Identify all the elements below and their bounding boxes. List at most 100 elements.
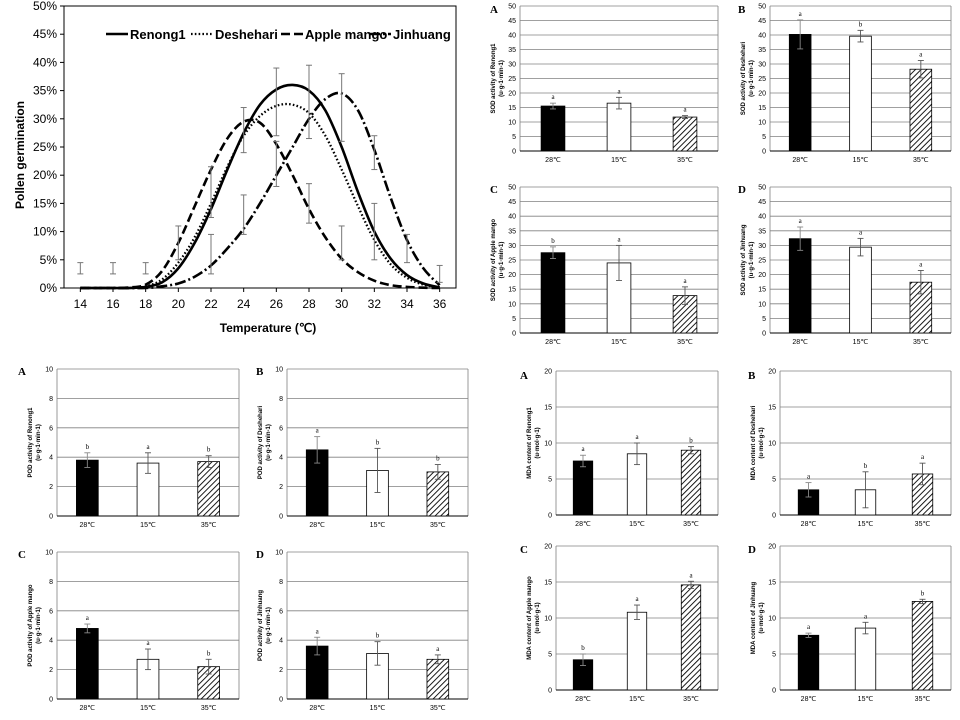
- significance-letter: a: [807, 623, 811, 631]
- bar-sod-a-0: [540, 105, 566, 152]
- y-tick-label: 40: [508, 33, 516, 40]
- y-tick-label: 30: [758, 243, 766, 250]
- x-tick-label: 35℃: [201, 705, 217, 712]
- x-tick-label: 35℃: [913, 157, 929, 164]
- bar-sod-b-0: [788, 34, 812, 152]
- bar-mda-c-1: [626, 611, 648, 691]
- bar-panel-pod-a: 0 2 4 6 8 10 b 28℃ a 15℃ b 35℃ A POD activity of Reno…: [18, 366, 240, 529]
- x-tick-label: 28℃: [309, 522, 325, 529]
- y-tick-label: 15: [508, 105, 516, 112]
- significance-letter: b: [581, 644, 585, 652]
- y-tick-label: 40%: [33, 55, 57, 69]
- y-tick-label: 35: [508, 47, 516, 54]
- y-tick-label: 4: [49, 638, 53, 645]
- y-tick-label: 10: [768, 616, 776, 623]
- x-tick-label: 15℃: [370, 705, 386, 712]
- y-tick-label: 0: [49, 697, 53, 704]
- y-tick-label: 20: [544, 544, 552, 551]
- y-tick-label: 0: [762, 149, 766, 156]
- y-tick-label: 6: [279, 425, 283, 432]
- panel-letter: C: [18, 549, 26, 561]
- bar-sod-a-2: [672, 116, 698, 152]
- y-tick-label: 10: [508, 120, 516, 127]
- y-tick-label: 5: [512, 134, 516, 141]
- significance-letter: a: [689, 571, 693, 579]
- x-axis-title: Temperature (℃): [220, 321, 317, 335]
- x-tick-label: 28℃: [792, 157, 808, 164]
- bar-pod-d-2: [426, 658, 450, 700]
- bar-panel-mda-a: 0 5 10 15 20 a 28℃ a 15℃ b 35℃ A MDA content of Reno…: [520, 369, 719, 528]
- y-tick-label: 20: [508, 272, 516, 279]
- significance-letter: a: [919, 261, 923, 269]
- x-tick-label: 28℃: [80, 705, 96, 712]
- bar-panel-sod-c: 0 5 10 15 20 25 30 35 40 45 50 b 28℃ a 15℃ a 35℃ C SOD act…: [490, 184, 719, 346]
- x-tick-label: 15℃: [858, 696, 874, 703]
- y-tick-label: 20: [508, 91, 516, 98]
- legend-label: Renong1: [130, 27, 186, 42]
- y-tick-label: 5: [772, 477, 776, 484]
- x-tick-label: 15℃: [858, 521, 874, 528]
- significance-letter: a: [551, 93, 555, 101]
- x-tick-label: 26: [270, 297, 284, 311]
- panel-letter: A: [520, 370, 528, 382]
- y-axis-title: SOD activity of Deshehari (u·g-1·min-1): [741, 41, 755, 115]
- significance-letter: a: [581, 445, 585, 453]
- x-tick-label: 15℃: [370, 522, 386, 529]
- series-line-deshehari: [80, 102, 440, 290]
- bar-pod-a-0: [76, 459, 99, 517]
- bar-sod-d-1: [849, 246, 872, 334]
- significance-letter: b: [551, 237, 555, 245]
- bar-sod-c-0: [540, 252, 566, 334]
- y-tick-label: 35%: [33, 84, 57, 98]
- y-tick-label: 2: [279, 484, 283, 491]
- significance-letter: a: [807, 473, 811, 481]
- significance-letter: b: [376, 438, 380, 446]
- y-tick-label: 25: [758, 258, 766, 265]
- bar-panel-sod-a: 0 5 10 15 20 25 30 35 40 45 50 a 28℃ a 15℃ a 35℃ A SOD act…: [490, 4, 719, 164]
- error-bar: [77, 262, 84, 275]
- y-tick-label: 10: [508, 301, 516, 308]
- y-tick-label: 0: [548, 688, 552, 695]
- x-tick-label: 28℃: [80, 522, 96, 529]
- bar-sod-b-1: [849, 35, 872, 152]
- y-tick-label: 6: [49, 425, 53, 432]
- significance-letter: b: [859, 20, 863, 28]
- y-axis-title: Pollen germination: [13, 101, 27, 209]
- significance-letter: a: [146, 639, 150, 647]
- significance-letter: b: [376, 632, 380, 640]
- significance-letter: b: [864, 462, 868, 470]
- y-tick-label: 10: [275, 367, 283, 374]
- error-bar: [208, 233, 214, 275]
- y-tick-label: 10: [758, 120, 766, 127]
- y-axis-title: MDA content of Renong1 (u·mol·g-1): [527, 407, 541, 479]
- y-tick-label: 40: [758, 214, 766, 221]
- bar-sod-b-2: [909, 68, 933, 152]
- x-tick-label: 35℃: [677, 339, 693, 346]
- y-tick-label: 50%: [33, 0, 57, 13]
- panel-letter: B: [256, 366, 264, 378]
- legend-label: Apple mango: [305, 27, 387, 42]
- significance-letter: a: [864, 612, 868, 620]
- error-bar: [110, 262, 116, 275]
- y-tick-label: 10: [768, 441, 776, 448]
- x-tick-label: 28℃: [575, 521, 591, 528]
- y-tick-label: 10: [758, 301, 766, 308]
- x-tick-label: 20: [172, 297, 186, 311]
- x-tick-label: 28℃: [792, 339, 808, 346]
- x-tick-label: 28: [302, 297, 316, 311]
- y-tick-label: 30%: [33, 112, 57, 126]
- y-tick-label: 25: [508, 76, 516, 83]
- y-tick-label: 0: [512, 149, 516, 156]
- y-axis-title: POD activity of Jinhuang (u·g-1·min-1): [258, 590, 272, 661]
- bar-panel-mda-d: 0 5 10 15 20 a 28℃ a 15℃ b 35℃ D MDA content of Jinh…: [748, 544, 952, 703]
- panel-letter: C: [520, 544, 528, 556]
- y-tick-label: 6: [49, 608, 53, 615]
- significance-letter: a: [921, 453, 925, 461]
- germination-chart: 0% 5% 10% 15% 20% 25% 30% 35% 40% 45% 50% 14 16 18 20 2…: [13, 0, 457, 335]
- y-tick-label: 10: [45, 550, 53, 557]
- error-bar: [208, 166, 214, 218]
- plot-frame: [63, 5, 457, 289]
- y-tick-label: 15: [758, 105, 766, 112]
- y-tick-label: 0: [772, 688, 776, 695]
